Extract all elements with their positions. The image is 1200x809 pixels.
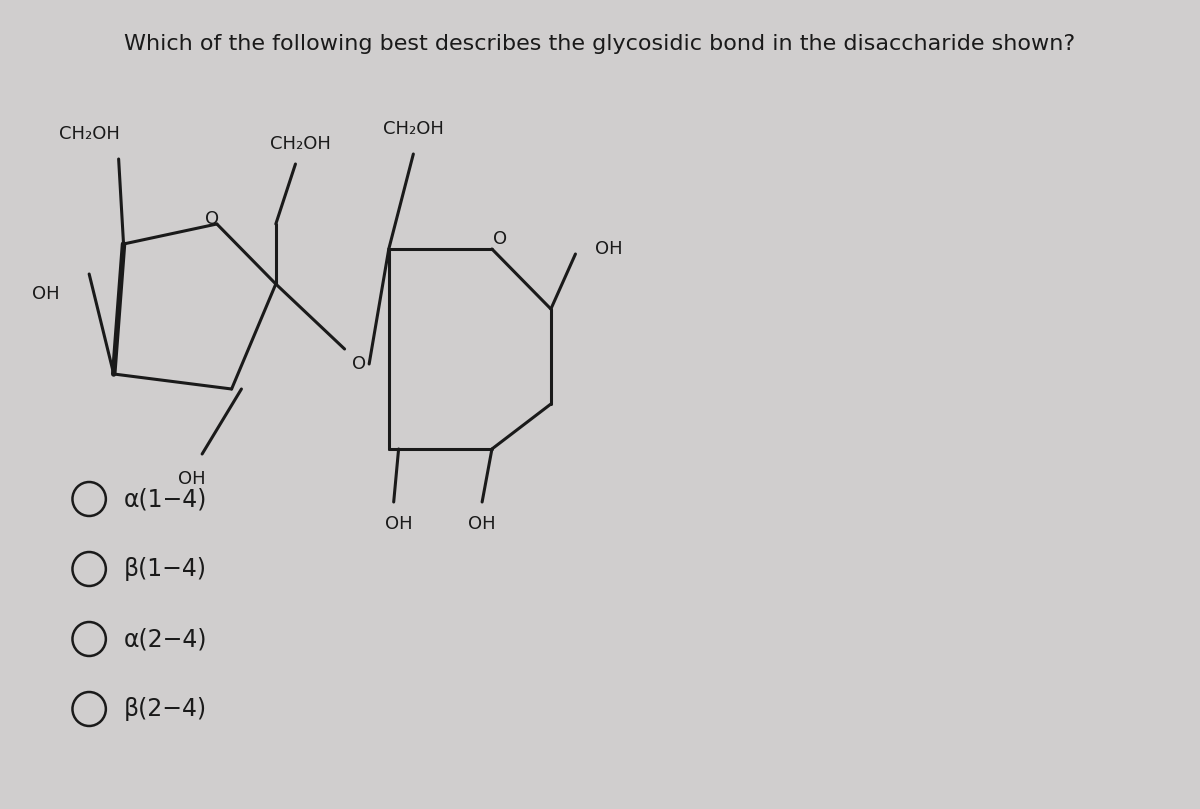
Text: OH: OH: [595, 240, 623, 258]
Text: OH: OH: [385, 515, 413, 533]
Text: O: O: [353, 355, 366, 373]
Text: β(1−4): β(1−4): [124, 557, 206, 581]
Text: Which of the following best describes the glycosidic bond in the disaccharide sh: Which of the following best describes th…: [125, 34, 1075, 54]
Text: CH₂OH: CH₂OH: [383, 120, 444, 138]
Text: OH: OH: [468, 515, 496, 533]
Text: O: O: [493, 230, 506, 248]
Text: OH: OH: [179, 470, 206, 488]
Text: CH₂OH: CH₂OH: [59, 125, 120, 143]
Text: β(2−4): β(2−4): [124, 697, 206, 721]
Text: O: O: [205, 210, 220, 228]
Text: α(1−4): α(1−4): [124, 487, 206, 511]
Text: OH: OH: [32, 285, 60, 303]
Text: α(2−4): α(2−4): [124, 627, 208, 651]
Text: CH₂OH: CH₂OH: [270, 135, 331, 153]
